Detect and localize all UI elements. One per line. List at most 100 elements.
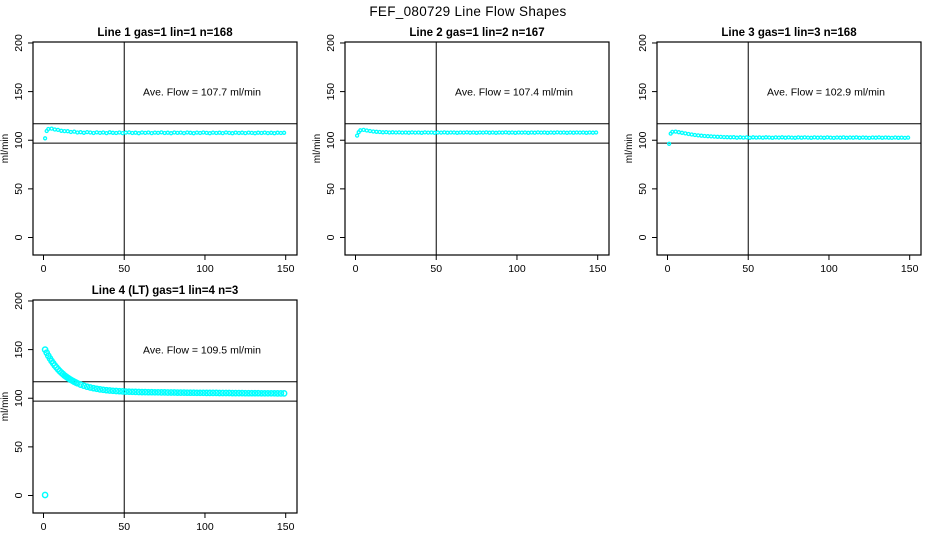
data-point bbox=[158, 389, 165, 396]
data-point bbox=[867, 135, 872, 141]
data-point bbox=[267, 389, 275, 397]
x-axis-tick-label: 0 bbox=[665, 263, 671, 275]
data-point bbox=[406, 130, 411, 135]
data-point bbox=[818, 135, 824, 140]
data-point bbox=[262, 130, 267, 135]
data-point bbox=[116, 387, 123, 395]
data-point bbox=[187, 389, 194, 397]
data-point bbox=[545, 130, 550, 135]
data-point bbox=[201, 130, 206, 135]
data-point bbox=[519, 130, 524, 135]
data-point bbox=[251, 389, 259, 397]
x-axis-tick-label: 100 bbox=[508, 263, 526, 275]
data-point bbox=[278, 130, 284, 136]
data-point bbox=[72, 129, 77, 134]
data-point bbox=[451, 130, 457, 135]
data-point bbox=[442, 130, 447, 135]
data-point bbox=[773, 135, 778, 140]
data-point bbox=[225, 389, 233, 397]
x-axis-tick-label: 50 bbox=[118, 263, 130, 275]
data-point bbox=[152, 130, 158, 135]
data-point bbox=[230, 131, 235, 136]
y-axis-tick-label: 0 bbox=[13, 234, 25, 240]
y-axis-tick-label: 200 bbox=[13, 292, 25, 310]
x-axis-tick-label: 100 bbox=[196, 521, 214, 533]
data-point bbox=[542, 130, 547, 135]
data-point bbox=[438, 130, 444, 135]
data-point bbox=[197, 130, 203, 136]
data-point bbox=[535, 130, 541, 135]
data-point bbox=[42, 136, 48, 141]
data-point bbox=[738, 135, 743, 140]
data-point bbox=[259, 130, 264, 136]
data-point bbox=[41, 491, 49, 499]
data-point bbox=[62, 128, 67, 134]
data-point bbox=[252, 131, 258, 136]
data-point bbox=[120, 130, 125, 136]
data-point bbox=[238, 389, 246, 397]
data-point bbox=[65, 129, 70, 134]
data-point bbox=[844, 135, 849, 140]
data-point bbox=[154, 388, 162, 396]
data-point bbox=[155, 130, 161, 136]
data-point bbox=[886, 135, 891, 140]
data-point bbox=[232, 389, 239, 397]
data-point bbox=[55, 127, 61, 133]
data-point bbox=[458, 130, 463, 135]
data-point bbox=[214, 130, 219, 136]
y-axis-tick-label: 100 bbox=[637, 131, 649, 149]
data-point bbox=[125, 388, 133, 396]
subplot-title: Line 3 gas=1 lin=3 n=168 bbox=[721, 27, 857, 39]
data-point bbox=[896, 135, 901, 140]
data-point bbox=[99, 386, 107, 394]
x-axis-tick-label: 100 bbox=[196, 263, 214, 275]
data-series bbox=[42, 126, 287, 141]
data-point bbox=[122, 388, 130, 395]
data-point bbox=[275, 130, 280, 135]
data-point bbox=[117, 130, 122, 135]
data-point bbox=[422, 130, 428, 135]
data-point bbox=[506, 130, 512, 135]
data-point bbox=[107, 130, 112, 135]
data-point bbox=[513, 130, 518, 135]
data-point bbox=[445, 130, 450, 135]
data-point bbox=[206, 389, 214, 397]
plot-box bbox=[656, 41, 922, 256]
data-point bbox=[432, 130, 437, 135]
data-point bbox=[477, 130, 482, 135]
data-point bbox=[229, 389, 236, 397]
data-point bbox=[139, 130, 145, 135]
data-point bbox=[522, 130, 528, 135]
data-point bbox=[59, 128, 64, 133]
data-point bbox=[165, 130, 170, 135]
data-point bbox=[561, 130, 566, 135]
y-axis-tick-label: 150 bbox=[13, 341, 25, 359]
data-point bbox=[80, 382, 88, 390]
data-point bbox=[666, 141, 672, 146]
data-point bbox=[828, 135, 833, 140]
data-point bbox=[183, 389, 191, 397]
data-point bbox=[217, 130, 222, 135]
data-point bbox=[167, 389, 175, 396]
data-point bbox=[227, 130, 232, 136]
data-point bbox=[767, 135, 772, 140]
y-axis-tick-label: 150 bbox=[325, 83, 337, 101]
y-axis-tick-label: 50 bbox=[325, 183, 337, 195]
line-3-chart: Line 3 gas=1 lin=3 n=168 0 50 100 150 0 50 100 1… bbox=[624, 27, 922, 275]
data-point bbox=[770, 135, 775, 140]
data-point bbox=[52, 127, 57, 132]
data-point bbox=[145, 388, 152, 396]
data-point bbox=[757, 135, 762, 140]
data-point bbox=[133, 130, 138, 135]
figure-title: FEF_080729 Line Flow Shapes bbox=[369, 4, 567, 19]
data-point bbox=[128, 388, 136, 396]
data-point bbox=[571, 130, 576, 135]
data-point bbox=[413, 130, 418, 135]
data-point bbox=[141, 388, 149, 396]
data-point bbox=[110, 130, 116, 135]
data-point bbox=[718, 134, 723, 140]
data-point bbox=[821, 135, 827, 140]
y-axis-tick-label: 150 bbox=[13, 83, 25, 101]
data-point bbox=[175, 130, 180, 136]
data-point bbox=[149, 130, 154, 136]
